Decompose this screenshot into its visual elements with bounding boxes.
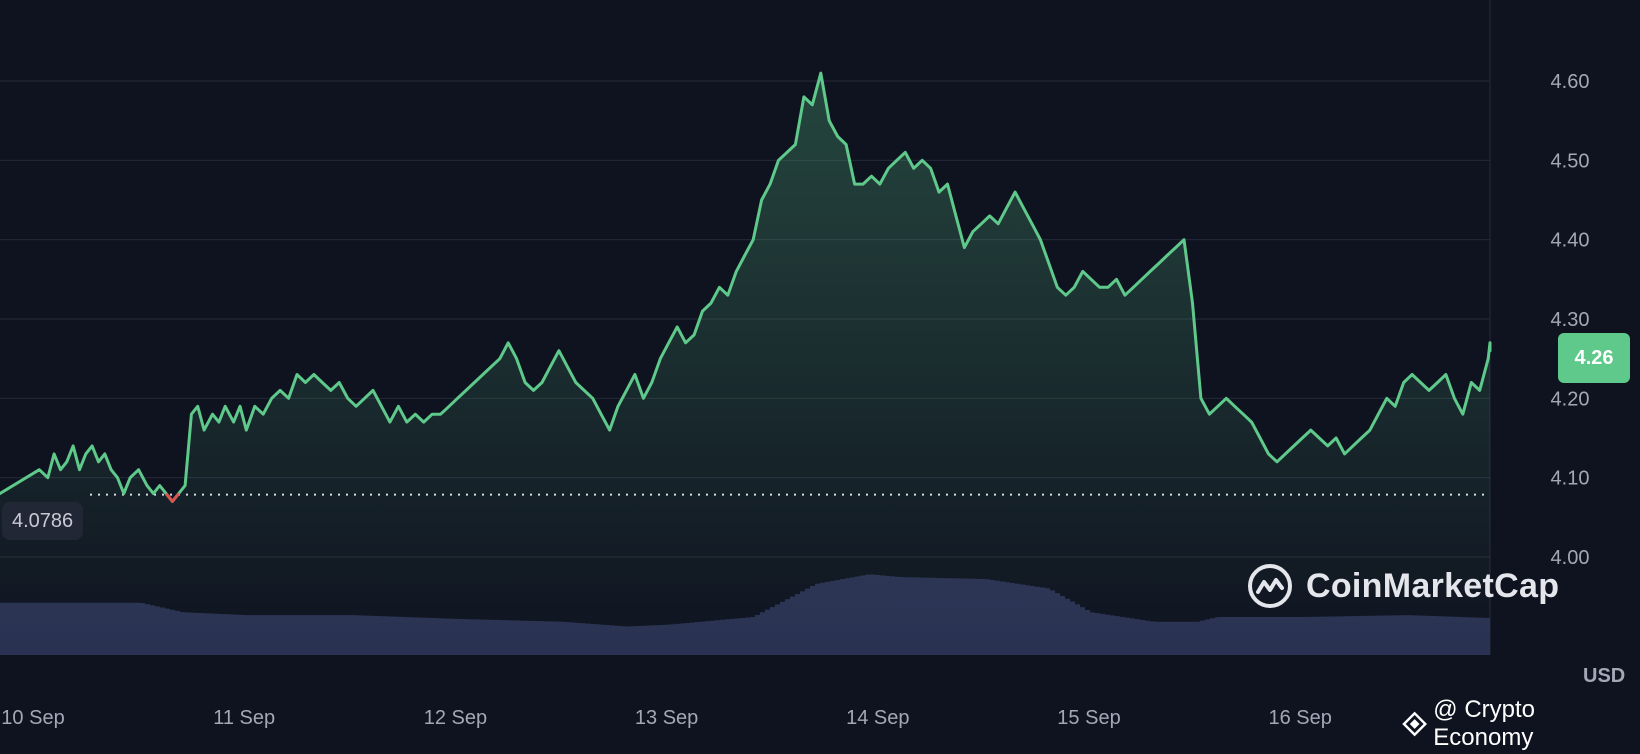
currency-label: USD: [1583, 665, 1626, 687]
x-axis: 10 Sep 11 Sep 12 Sep 13 Sep 14 Sep 15 Sep 16 S…: [1, 707, 1332, 729]
price-area-fill: [0, 73, 1490, 656]
coinmarketcap-watermark: CoinMarketCap: [1246, 562, 1559, 610]
price-chart: 4.00 4.10 4.20 4.30 4.40 4.50 4.60 10 Sep 11 Se…: [0, 0, 1590, 729]
price-below-reference-segment: [164, 492, 180, 503]
y-axis: 4.00 4.10 4.20 4.30 4.40 4.50 4.60: [1551, 71, 1590, 569]
x-tick-label: 12 Sep: [424, 707, 487, 729]
price-series-line: [0, 71, 1492, 503]
reference-value: 4.0786: [12, 509, 74, 532]
price-line: [0, 71, 1492, 503]
image-credit: @ Crypto Economy: [1398, 694, 1640, 754]
y-tick-label: 4.20: [1551, 388, 1590, 410]
x-tick-label: 15 Sep: [1057, 707, 1120, 729]
diamond-logo-icon: [1402, 711, 1428, 737]
y-tick-label: 4.00: [1551, 547, 1590, 569]
x-tick-label: 10 Sep: [1, 707, 64, 729]
reference-value-badge: 4.0786: [2, 502, 84, 540]
y-tick-label: 4.60: [1551, 71, 1590, 93]
y-tick-label: 4.50: [1551, 150, 1590, 172]
x-tick-label: 11 Sep: [213, 707, 275, 729]
last-price-badge: 4.26: [1558, 333, 1630, 383]
x-tick-label: 13 Sep: [635, 707, 698, 729]
coinmarketcap-logo-icon: [1248, 564, 1292, 608]
x-tick-label: 16 Sep: [1269, 707, 1332, 729]
y-tick-label: 4.30: [1551, 309, 1590, 331]
y-tick-label: 4.40: [1551, 230, 1590, 252]
brand-name: CoinMarketCap: [1306, 566, 1560, 605]
price-area: [0, 73, 1490, 656]
y-tick-label: 4.10: [1551, 468, 1590, 490]
credit-text: @ Crypto Economy: [1433, 696, 1535, 751]
x-tick-label: 14 Sep: [846, 707, 909, 729]
last-price-value: 4.26: [1574, 346, 1614, 369]
